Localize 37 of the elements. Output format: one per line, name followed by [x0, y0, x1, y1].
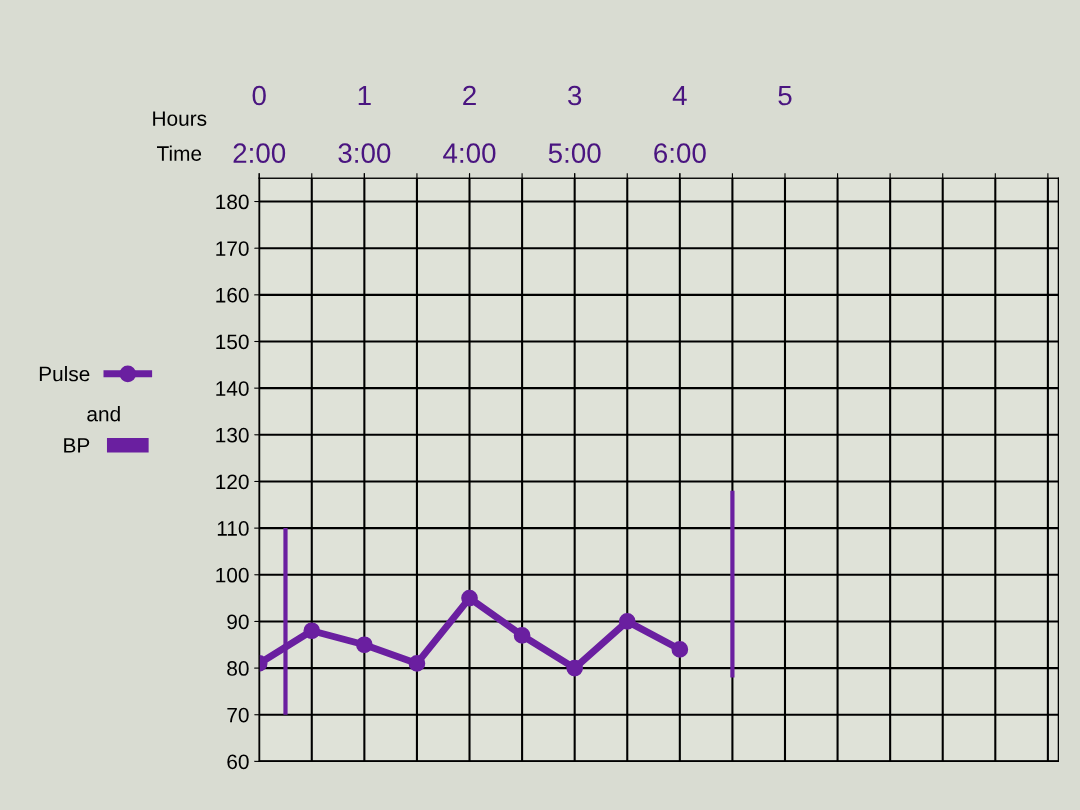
point	[356, 636, 373, 654]
x-tick-label: 4	[672, 85, 687, 106]
point	[618, 613, 636, 630]
x2-tick-label: 5:00	[548, 143, 601, 163]
y-tick-label: 140	[216, 381, 249, 396]
x2-axis-title: Time	[156, 145, 202, 161]
point	[671, 641, 689, 658]
legend-label: BP	[64, 438, 90, 453]
x-axis-title: Hours	[153, 111, 207, 126]
text: and	[87, 406, 120, 422]
legend-label: Pulse	[39, 366, 90, 382]
y-tick-label: 130	[216, 427, 249, 443]
y-tick-label: 110	[217, 521, 249, 536]
x2-tick-label: 3:00	[338, 143, 391, 163]
point	[566, 659, 584, 677]
x-tick-label: 3	[568, 85, 582, 106]
point	[408, 655, 426, 672]
y-tick-label: 150	[216, 334, 249, 350]
x-tick-label: 2	[463, 85, 476, 106]
y-tick-label: 160	[216, 287, 249, 303]
y-tick-label: 100	[216, 567, 249, 583]
point	[461, 589, 478, 607]
y-tick-label: 170	[216, 241, 249, 256]
y-tick-label: 180	[216, 194, 249, 210]
x2-tick-label: 2:00	[233, 143, 286, 163]
x2-tick-label: 4:00	[443, 143, 496, 163]
point	[513, 627, 531, 644]
point	[303, 622, 321, 640]
y-tick-label: 80	[227, 661, 249, 676]
y-tick-label: 60	[227, 754, 249, 770]
x-tick-label: 5	[778, 85, 792, 106]
x2-tick-label: 6:00	[654, 143, 706, 163]
y-tick-label: 90	[227, 614, 249, 630]
x-tick-label: 1	[358, 85, 371, 106]
x-tick-label: 0	[252, 85, 266, 106]
y-tick-label: 120	[216, 474, 249, 490]
y-tick-label: 70	[227, 707, 249, 723]
